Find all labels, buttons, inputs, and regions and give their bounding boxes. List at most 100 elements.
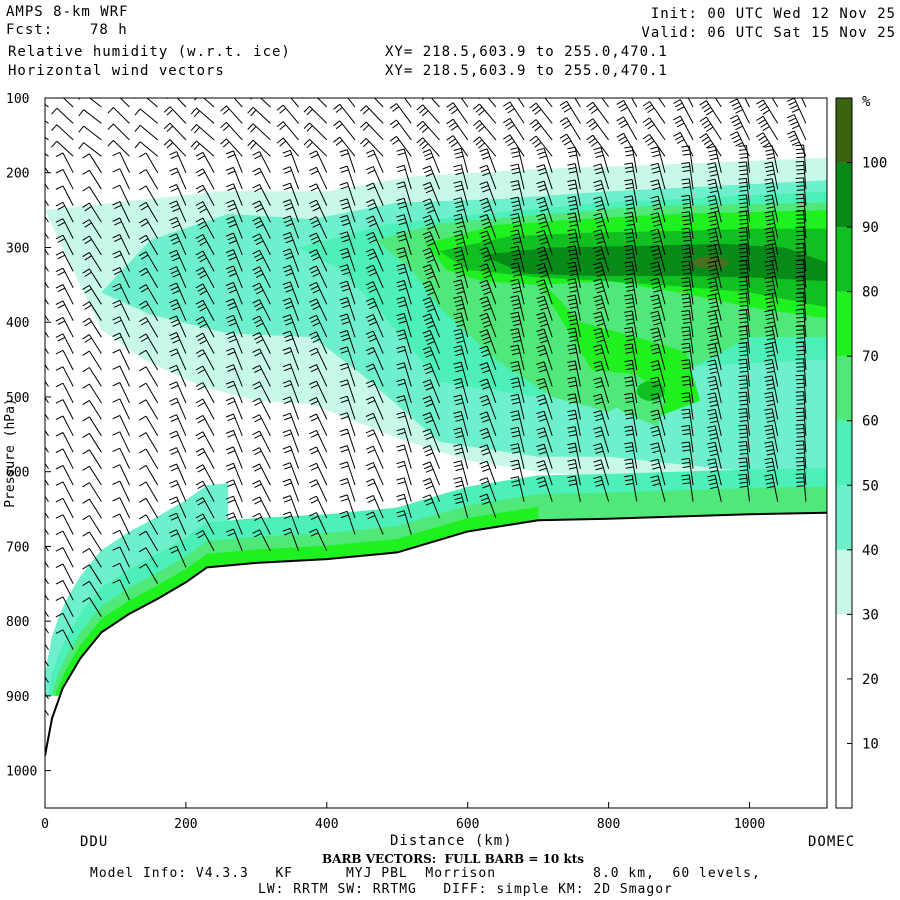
colorbar-tick-label: 70: [862, 349, 879, 365]
wind-barb: [536, 279, 553, 305]
wind-barb: [309, 495, 328, 519]
wind-barb: [422, 247, 440, 272]
wind-barb: [365, 412, 384, 437]
wind-barb: [45, 594, 49, 601]
wind-barb: [681, 457, 694, 486]
wind-barb: [422, 379, 440, 404]
wind-barb: [82, 268, 102, 289]
wind-barb: [681, 162, 694, 190]
wind-barb: [510, 213, 525, 239]
wind-barb: [138, 300, 159, 321]
wind-barb: [82, 416, 102, 437]
wind-barb: [138, 185, 159, 206]
wind-barb: [225, 150, 243, 173]
wind-barb: [673, 115, 694, 141]
wind-barb: [453, 476, 469, 502]
wind-barb: [163, 139, 187, 157]
wind-barb: [422, 181, 440, 206]
wind-barb: [55, 497, 74, 519]
rh-region-80-mid: [636, 380, 665, 401]
wind-barb: [396, 263, 412, 288]
wind-barb: [650, 458, 666, 486]
wind-barb: [309, 462, 328, 486]
wind-barb: [707, 277, 722, 305]
wind-barb: [45, 265, 49, 272]
wind-barb: [282, 199, 300, 223]
wind-barb: [365, 166, 384, 190]
wind-barb: [593, 344, 610, 371]
wind-barb: [333, 136, 356, 157]
wind-barb: [82, 399, 102, 420]
wind-barb: [282, 347, 300, 371]
wind-barb: [82, 153, 102, 173]
wind-barb: [55, 201, 74, 223]
wind-barb: [225, 528, 243, 552]
wind-barb: [138, 481, 159, 502]
wind-barb: [252, 266, 271, 289]
wind-barb: [134, 98, 159, 108]
rh-region-60-mid: [566, 367, 665, 427]
wind-barb: [416, 120, 440, 141]
wind-barb: [303, 138, 328, 157]
wind-barb: [112, 398, 130, 420]
wind-barb: [567, 442, 581, 469]
wind-barb: [453, 312, 469, 338]
wind-barb: [107, 140, 130, 157]
wind-barb: [624, 474, 638, 502]
wind-barb: [45, 544, 49, 552]
wind-barb: [593, 196, 610, 223]
wind-barb: [163, 106, 187, 124]
wind-barb: [309, 331, 328, 354]
wind-barb: [422, 329, 440, 354]
colorbar-tick-label: 40: [862, 543, 879, 559]
wind-barb: [339, 510, 356, 535]
wind-barb: [225, 199, 243, 223]
wind-barb: [195, 332, 215, 354]
colorbar-tick-label: 100: [862, 156, 887, 172]
wind-barb: [624, 244, 638, 272]
wind-barb: [134, 108, 159, 124]
wind-barb: [220, 122, 243, 141]
wind-barb: [681, 244, 694, 272]
wind-barb: [536, 246, 553, 272]
wind-barb: [510, 229, 525, 256]
wind-barb: [650, 294, 666, 321]
wind-barb: [247, 139, 271, 157]
wind-barb: [479, 362, 497, 387]
wind-barb: [112, 382, 130, 404]
wind-barb: [764, 194, 779, 223]
wind-barb: [339, 313, 356, 338]
wind-barb: [138, 152, 159, 173]
wind-barb: [567, 376, 581, 403]
wind-barb: [624, 211, 638, 239]
wind-barb: [536, 229, 553, 256]
wind-barb: [396, 296, 412, 321]
wind-barb: [55, 448, 74, 469]
valid-time: Valid: 06 UTC Sat 15 Nov 25: [641, 25, 896, 41]
wind-barb: [282, 478, 300, 502]
wind-barb: [593, 295, 610, 321]
colorbar-tick-label: 90: [862, 220, 879, 236]
wind-barb: [764, 342, 779, 371]
wind-barb: [536, 394, 553, 420]
wind-barb: [112, 513, 130, 535]
wind-barb: [55, 316, 74, 338]
y-tick-label: 1000: [6, 765, 37, 780]
wind-barb: [169, 381, 187, 404]
wind-barb: [225, 446, 243, 469]
wind-barb: [593, 179, 610, 206]
wind-barb: [339, 362, 356, 387]
wind-barb: [510, 393, 525, 420]
wind-barb: [365, 264, 384, 289]
wind-barb: [252, 315, 271, 338]
xy-range-2: XY= 218.5,603.9 to 255.0,470.1: [385, 63, 668, 79]
wind-barb: [195, 365, 215, 387]
wind-barb: [333, 120, 356, 141]
wind-barb: [45, 495, 49, 502]
wind-barb: [473, 103, 497, 124]
wind-barb: [422, 494, 440, 519]
wind-barb: [169, 479, 187, 502]
wind-barb: [360, 138, 384, 157]
wind-barb: [195, 151, 215, 173]
wind-barb: [650, 195, 666, 223]
